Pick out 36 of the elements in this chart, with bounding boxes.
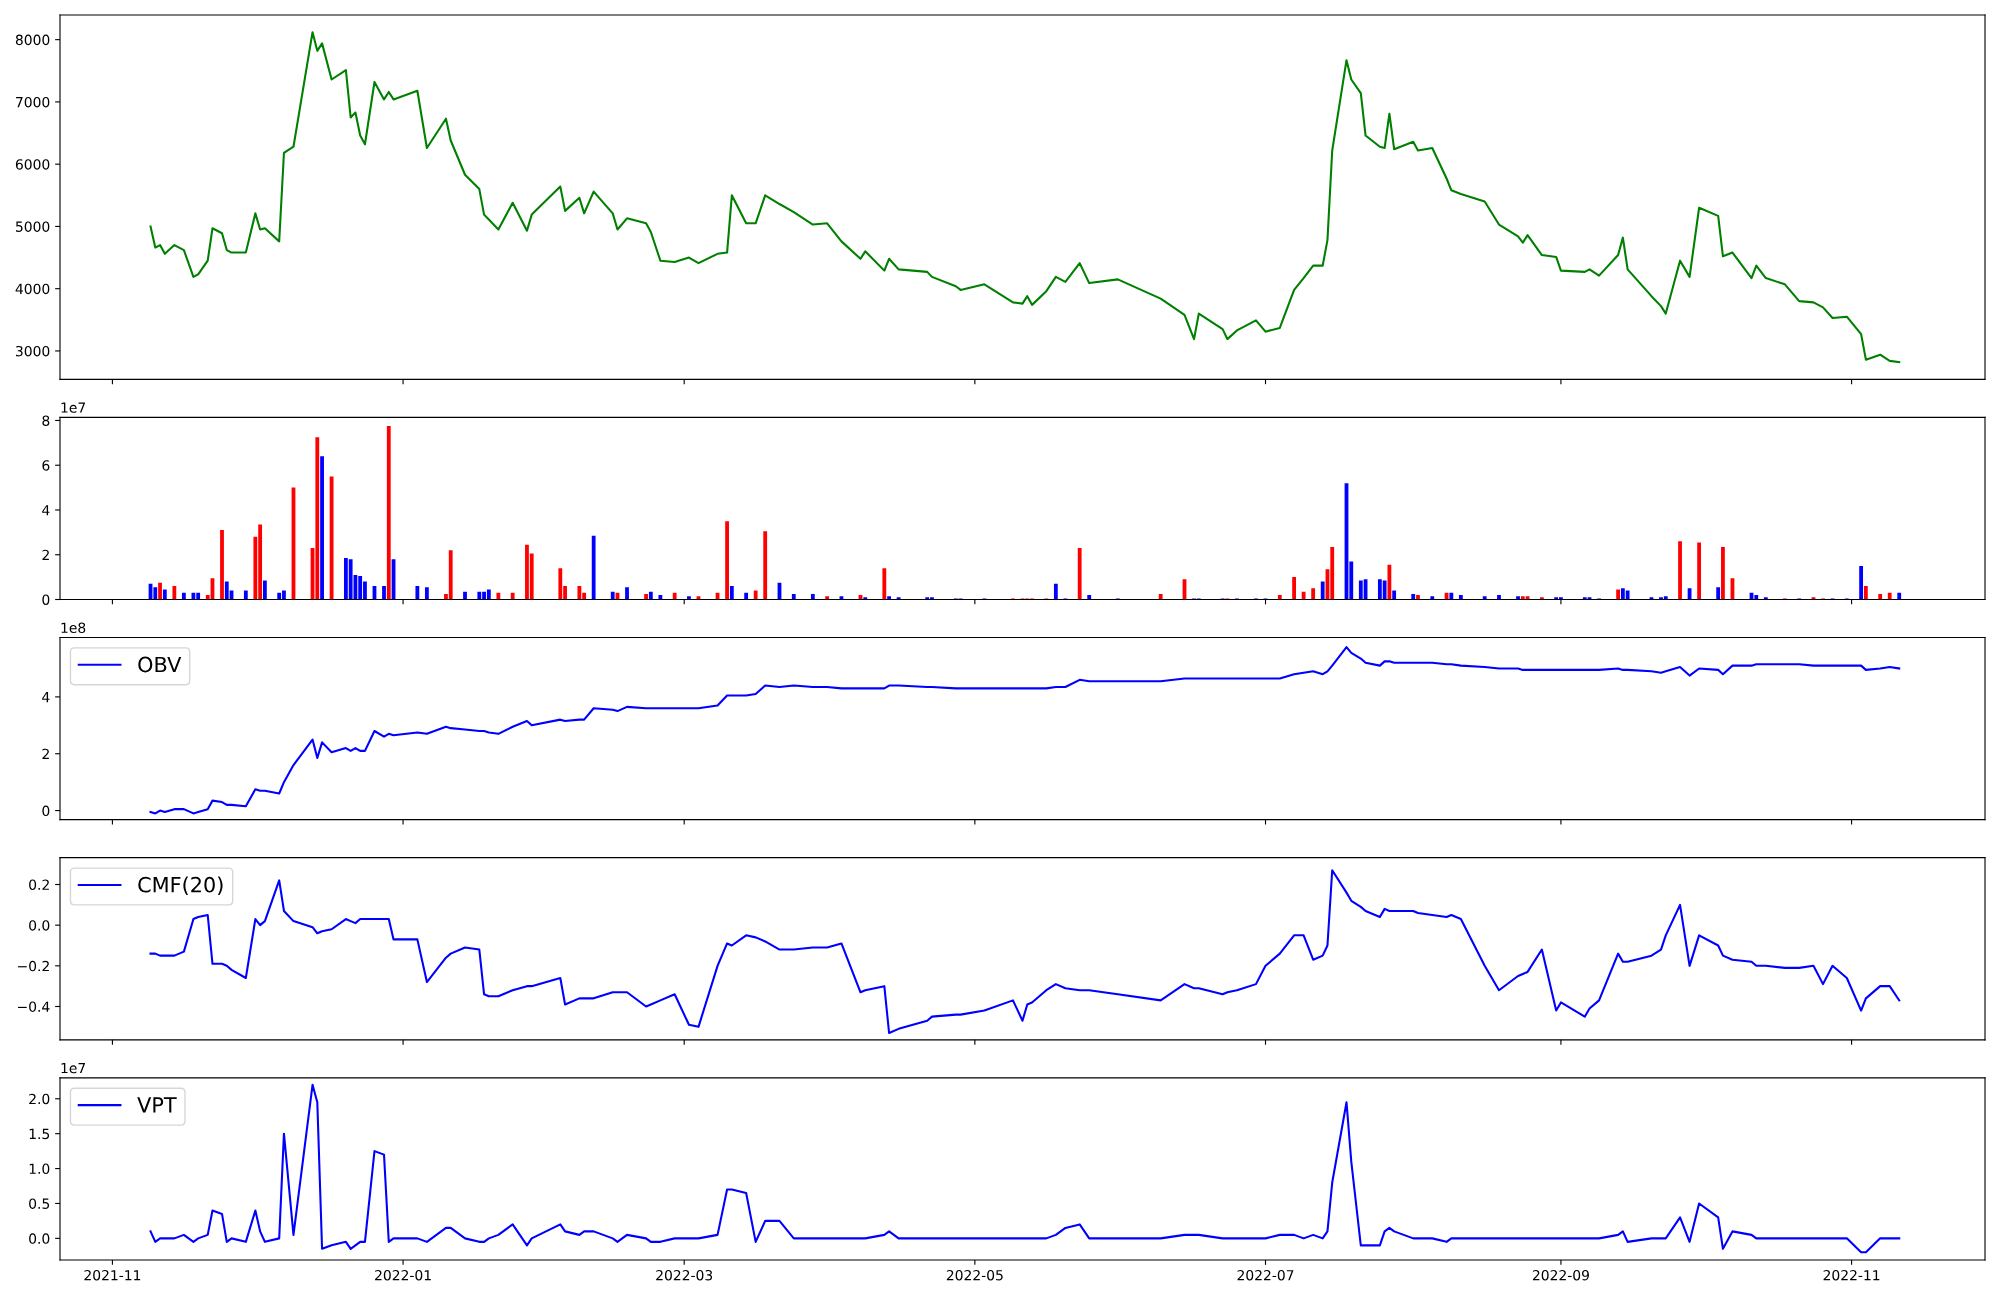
legend-label: CMF(20) (138, 876, 223, 895)
y-tick-label: 2.0 (29, 1093, 50, 1105)
text: 1e8 (61, 622, 86, 633)
y-tick-label: 0.2 (29, 879, 49, 890)
y-tick-label: 1.0 (29, 1163, 50, 1175)
x-tick-label: 2021-11 (84, 1269, 141, 1281)
x-tick-label: 2022-03 (656, 1269, 713, 1281)
y-tick-label: 0.0 (29, 1233, 50, 1244)
y-tick-label: 2 (42, 549, 49, 561)
y-tick-label: 0.0 (29, 920, 50, 931)
y-tick-label: 4 (42, 692, 50, 703)
y-tick-label: 8000 (15, 34, 50, 46)
y-tick-label: 1.5 (29, 1128, 50, 1140)
y-tick-label: 6000 (15, 159, 50, 170)
y-tick-label: 6 (42, 460, 50, 471)
y-tick-label: 2 (42, 748, 49, 760)
y-tick-label: 5000 (16, 221, 50, 232)
x-tick-label: 2022-11 (1823, 1269, 1880, 1281)
x-tick-label: 2022-07 (1237, 1269, 1294, 1281)
legend-label: OBV (138, 656, 182, 673)
y-tick-label: 0 (42, 805, 50, 817)
legend-label: VPT (137, 1097, 177, 1113)
y-tick-label: 4 (42, 505, 50, 516)
y-tick-label: −0.4 (18, 1001, 50, 1012)
x-tick-label: 2022-09 (1532, 1269, 1589, 1281)
text: 1e7 (61, 402, 86, 413)
x-tick-label: 2022-01 (375, 1269, 431, 1281)
x-tick-label: 2022-05 (946, 1269, 1003, 1281)
y-tick-label: 3000 (15, 345, 50, 357)
y-tick-label: −0.2 (18, 960, 49, 972)
y-tick-label: 4000 (15, 283, 50, 295)
y-tick-label: 0.5 (29, 1198, 50, 1209)
text: 1e7 (61, 1063, 86, 1074)
y-tick-label: 8 (42, 415, 50, 426)
y-tick-label: 0 (42, 594, 50, 605)
y-tick-label: 7000 (16, 96, 50, 108)
